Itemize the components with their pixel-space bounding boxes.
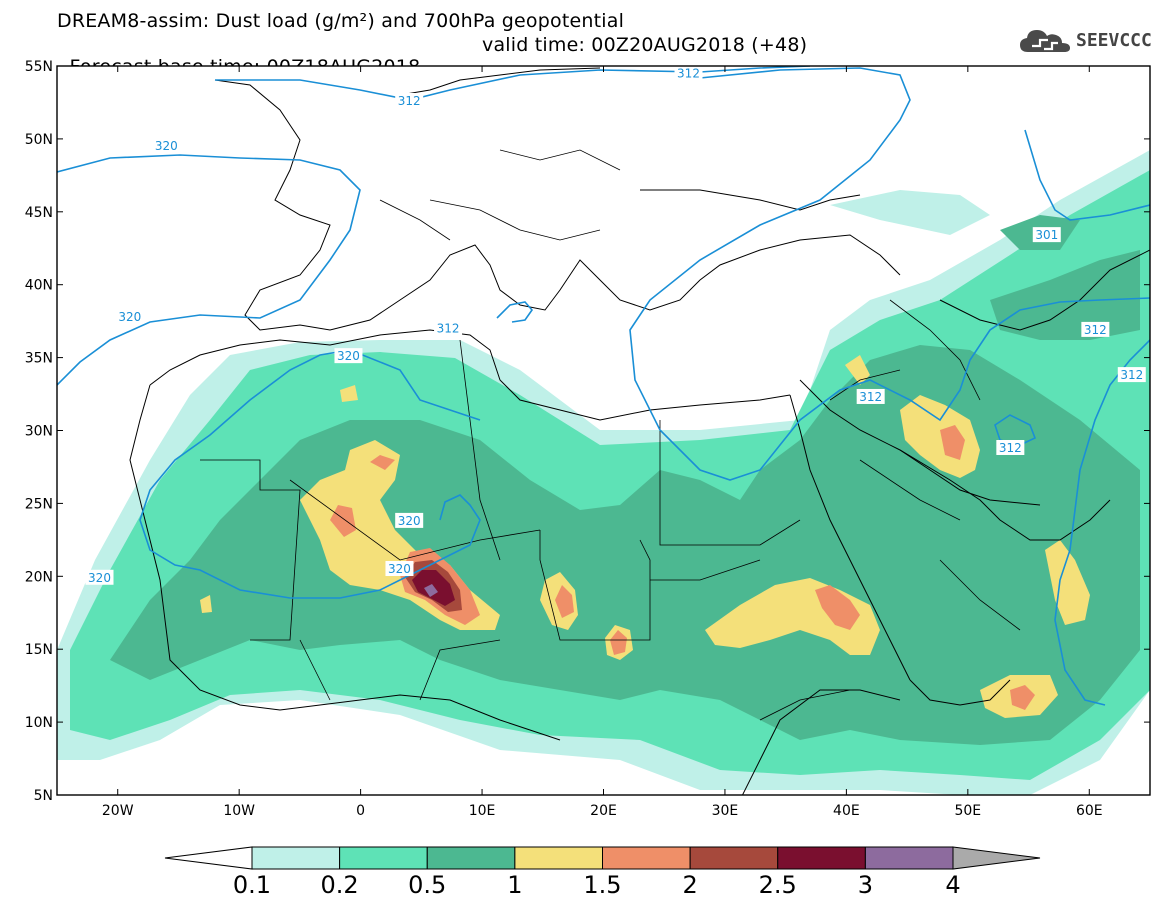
colorbar-label: 3 xyxy=(858,871,873,899)
dust-level-3 xyxy=(424,584,438,597)
contour-label-bg xyxy=(996,439,1025,455)
colorbar-segment xyxy=(602,846,691,870)
colorbar-label: 1 xyxy=(507,871,522,899)
contour-label: 312 xyxy=(859,390,882,404)
contour-label-bg xyxy=(152,138,181,154)
colorbar-segment xyxy=(251,846,341,870)
colorbar-right-triangle xyxy=(952,846,1041,870)
contour-label-bg xyxy=(434,320,463,336)
colorbar-segment xyxy=(339,846,428,870)
geopotential-contours xyxy=(57,66,1150,706)
lon-tick-label: 20E xyxy=(590,803,617,819)
contour-label-bg xyxy=(85,569,114,585)
map-title: DREAM8-assim: Dust load (g/m²) and 700hP… xyxy=(57,10,625,32)
contour-label-bg xyxy=(385,561,414,577)
contour-label-bg xyxy=(674,65,703,81)
coastlines xyxy=(129,67,1150,795)
cloud-icon xyxy=(1020,30,1070,52)
contour-label: 301 xyxy=(1035,228,1058,242)
colorbar-label: 1.5 xyxy=(583,871,621,899)
colorbar-segment xyxy=(777,846,866,870)
contour-label-bg xyxy=(856,388,885,404)
lon-tick-label: 60E xyxy=(1076,803,1103,819)
contour-label: 312 xyxy=(999,441,1022,455)
contour-label: 320 xyxy=(398,514,421,528)
contour-label-bg xyxy=(395,92,424,108)
lon-tick-label: 40E xyxy=(833,803,860,819)
map-axes: 55N 50N 45N 40N 35N 30N 25N 20N 15N 10N 5N 20W 10W 0 1… xyxy=(25,59,1150,819)
contour-label: 320 xyxy=(337,349,360,363)
lat-tick-label: 10N xyxy=(25,715,53,731)
colorbar-segment xyxy=(689,846,779,870)
lon-tick-label: 20W xyxy=(102,803,134,819)
lat-tick-label: 15N xyxy=(25,642,53,658)
lat-tick-label: 50N xyxy=(25,132,53,148)
lat-tick-label: 30N xyxy=(25,424,53,440)
contour-label-bg xyxy=(334,348,363,364)
lon-tick-label: 0 xyxy=(356,803,365,819)
contour-label: 320 xyxy=(118,310,141,324)
dust-shading xyxy=(57,150,1150,795)
valid-time: valid time: 00Z20AUG2018 (+48) xyxy=(482,34,808,56)
lat-tick-label: 25N xyxy=(25,496,53,512)
contour-label: 312 xyxy=(1120,368,1143,382)
contour-label-bg xyxy=(1032,227,1061,243)
contour-label-bg xyxy=(395,512,424,528)
colorbar-segment xyxy=(864,846,954,870)
seevccc-logo: SEEVCCC xyxy=(1018,26,1153,56)
colorbar-label: 2.5 xyxy=(759,871,797,899)
contour-label: 312 xyxy=(398,94,421,108)
colorbar-label: 0.5 xyxy=(408,871,446,899)
lon-tick-label: 30E xyxy=(712,803,739,819)
lon-tick-label: 10E xyxy=(469,803,496,819)
colorbar-segment xyxy=(514,846,603,870)
colorbar-label: 2 xyxy=(682,871,697,899)
contour-label: 320 xyxy=(155,139,178,153)
lat-tick-label: 5N xyxy=(34,788,53,804)
lat-tick-label: 45N xyxy=(25,205,53,221)
lat-tick-label: 55N xyxy=(25,59,53,75)
lat-tick-label: 20N xyxy=(25,569,53,585)
lat-tick-label: 40N xyxy=(25,278,53,294)
contour-label: 320 xyxy=(88,571,111,585)
colorbar-label: 4 xyxy=(945,871,960,899)
contour-label: 312 xyxy=(677,66,700,80)
contour-label: 312 xyxy=(1084,323,1107,337)
contour-label-bg xyxy=(1117,367,1146,383)
contour-labels: 312 312 320 301 320 312 320 312 312 312 312 320 320 3… xyxy=(85,65,1146,585)
lat-tick-label: 35N xyxy=(25,351,53,367)
logo-text: SEEVCCC xyxy=(1076,30,1152,51)
colorbar-label: 0.2 xyxy=(321,871,359,899)
contour-label-bg xyxy=(1081,321,1110,337)
contour-label: 320 xyxy=(388,562,411,576)
contour-label-bg xyxy=(115,308,144,324)
colorbar-label: 0.1 xyxy=(233,871,271,899)
colorbar-segment xyxy=(426,846,516,870)
lon-tick-label: 50E xyxy=(954,803,981,819)
colorbar: 0.1 0.2 0.5 1 1.5 2 2.5 3 4 xyxy=(164,846,1041,899)
borders xyxy=(200,149,1021,721)
colorbar-left-triangle xyxy=(164,846,253,870)
lon-tick-label: 10W xyxy=(223,803,255,819)
contour-label: 312 xyxy=(437,321,460,335)
